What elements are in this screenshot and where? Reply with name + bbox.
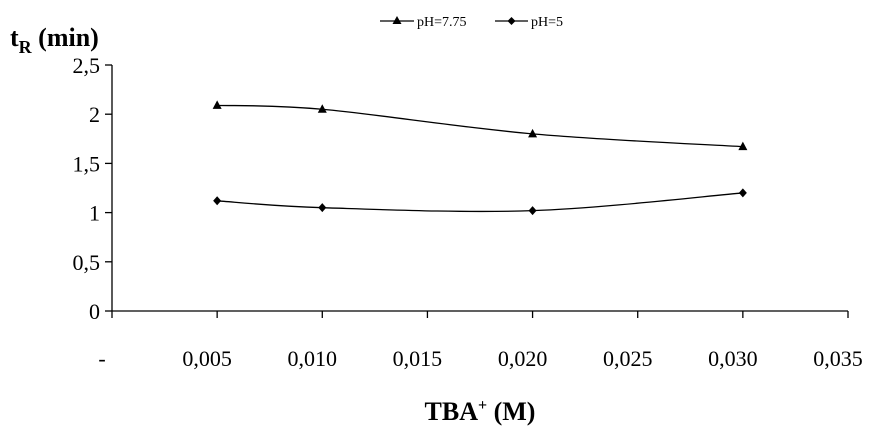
x-tick-label: 0,025 <box>603 346 653 371</box>
y-tick-label: 0,5 <box>73 250 101 275</box>
y-ticks: 0 0,5 1 1,5 2 2,5 <box>73 53 112 324</box>
legend-diamond-marker <box>507 17 516 25</box>
y-tick-label: 0 <box>89 299 100 324</box>
x-tick-label: 0,010 <box>288 346 338 371</box>
data-point-diamond <box>528 206 537 216</box>
data-point-triangle <box>738 141 748 151</box>
y-tick-label: 1 <box>89 201 100 226</box>
legend-label-ph775: pH=7.75 <box>417 15 467 30</box>
series-line-0 <box>217 104 743 148</box>
data-point-diamond <box>318 203 327 213</box>
x-axis-title: TBA+ (M) <box>425 397 536 426</box>
x-tick-label: 0,030 <box>708 346 758 371</box>
x-tick-label: 0,015 <box>393 346 443 371</box>
y-axis-title-subscript: R <box>19 37 33 57</box>
data-point-triangle <box>317 104 327 113</box>
legend-label-ph5: pH=5 <box>531 15 563 30</box>
y-tick-label: 2 <box>89 102 100 127</box>
x-axis-title-superscript: + <box>478 397 487 414</box>
data-point-triangle <box>212 100 222 109</box>
x-tick-label: - <box>98 346 105 371</box>
x-ticks: - 0,005 0,010 0,015 0,020 0,025 0,030 0,035 <box>98 311 863 371</box>
legend: pH=7.75 pH=5 <box>380 15 563 30</box>
data-point-diamond <box>213 196 222 206</box>
x-tick-label: 0,005 <box>182 346 232 371</box>
x-tick-label: 0,020 <box>498 346 548 371</box>
y-tick-label: 1,5 <box>73 151 101 176</box>
y-axis-title-main: t <box>10 23 19 52</box>
legend-triangle-marker <box>392 16 402 24</box>
y-axis-title-unit: (min) <box>32 23 99 52</box>
x-axis-title-main: TBA <box>425 397 479 426</box>
y-tick-label: 2,5 <box>73 53 101 78</box>
x-axis-title-unit: (M) <box>487 397 535 426</box>
series-layer <box>212 100 748 216</box>
data-point-triangle <box>528 128 538 138</box>
data-point-diamond <box>738 188 747 198</box>
x-tick-label: 0,035 <box>813 346 863 371</box>
series-line-1 <box>217 192 743 213</box>
y-axis-title: tR (min) <box>10 23 99 57</box>
